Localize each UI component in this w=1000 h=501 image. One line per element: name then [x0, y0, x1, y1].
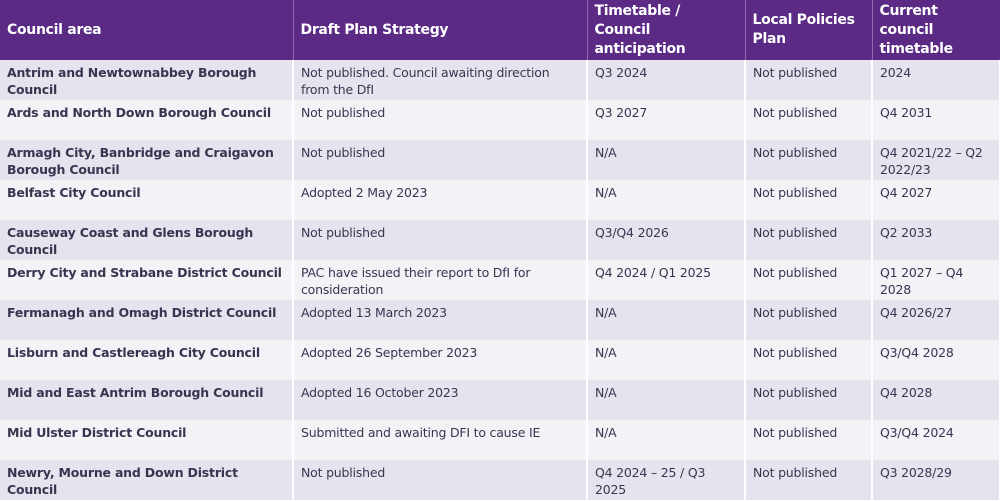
table-cell: Q4 2026/27	[872, 300, 1000, 340]
table-row: Lisburn and Castlereagh City Council Adop…	[0, 340, 1000, 380]
table-body: Antrim and Newtownabbey Borough Council N…	[0, 60, 1000, 500]
table-cell: Submitted and awaiting DFI to cause IE	[293, 420, 588, 460]
table-row: Belfast City Council Adopted 2 May 2023 N/…	[0, 180, 1000, 220]
table-cell: Adopted 26 September 2023	[293, 340, 588, 380]
table-cell: Q1 2027 – Q4 2028	[872, 260, 1000, 300]
table-cell: Mid Ulster District Council	[0, 420, 294, 460]
table-cell: Armagh City, Banbridge and Craigavon Bor…	[0, 140, 294, 180]
table-cell: N/A	[587, 300, 746, 340]
header-row: Council area Draft Plan Strategy Timetable…	[0, 0, 1000, 60]
table-row: Causeway Coast and Glens Borough Council…	[0, 220, 1000, 260]
table-cell: Q3 2027	[587, 100, 746, 140]
table-cell: Not published	[745, 380, 873, 420]
table-row: Armagh City, Banbridge and Craigavon Bor…	[0, 140, 1000, 180]
table-cell: Adopted 2 May 2023	[293, 180, 588, 220]
table-cell: Q4 2031	[872, 100, 1000, 140]
table-cell: Q4 2028	[872, 380, 1000, 420]
table-cell: Not published	[745, 460, 873, 500]
table-cell: Q3 2028/29	[872, 460, 1000, 500]
header-cell: Current council timetable	[872, 0, 1000, 60]
table-row: Antrim and Newtownabbey Borough Council N…	[0, 60, 1000, 100]
table-cell: Newry, Mourne and Down District Council	[0, 460, 294, 500]
table-cell: Not published	[745, 420, 873, 460]
table-cell: Not published	[293, 100, 588, 140]
table-row: Derry City and Strabane District Council…	[0, 260, 1000, 300]
table-cell: Causeway Coast and Glens Borough Council	[0, 220, 294, 260]
table-cell: Not published	[745, 260, 873, 300]
table-cell: Not published	[745, 60, 873, 100]
table-cell: Q3/Q4 2024	[872, 420, 1000, 460]
table-row: Newry, Mourne and Down District Council N…	[0, 460, 1000, 500]
table-cell: Mid and East Antrim Borough Council	[0, 380, 294, 420]
table-cell: N/A	[587, 420, 746, 460]
header-cell: Draft Plan Strategy	[293, 0, 588, 60]
table-cell: Antrim and Newtownabbey Borough Council	[0, 60, 294, 100]
table-cell: N/A	[587, 140, 746, 180]
table-cell: Q3/Q4 2026	[587, 220, 746, 260]
table-cell: Not published	[745, 140, 873, 180]
table-cell: Q4 2021/22 – Q2 2022/23	[872, 140, 1000, 180]
table-cell: Not published. Council awaiting directio…	[293, 60, 588, 100]
table-cell: Not published	[293, 140, 588, 180]
table-cell: Not published	[745, 220, 873, 260]
table-cell: Belfast City Council	[0, 180, 294, 220]
table-cell: Q3/Q4 2028	[872, 340, 1000, 380]
table-cell: Not published	[745, 340, 873, 380]
table-cell: Lisburn and Castlereagh City Council	[0, 340, 294, 380]
table-cell: Not published	[745, 300, 873, 340]
table-cell: Fermanagh and Omagh District Council	[0, 300, 294, 340]
table-cell: Not published	[293, 460, 588, 500]
table-cell: Not published	[745, 180, 873, 220]
header-cell: Council area	[0, 0, 294, 60]
table-row: Ards and North Down Borough Council Not p…	[0, 100, 1000, 140]
header-cell: Timetable / Council anticipation	[587, 0, 746, 60]
table-cell: Q4 2024 / Q1 2025	[587, 260, 746, 300]
table-cell: Adopted 13 March 2023	[293, 300, 588, 340]
table-cell: PAC have issued their report to DfI for …	[293, 260, 588, 300]
table-cell: Adopted 16 October 2023	[293, 380, 588, 420]
table-cell: N/A	[587, 180, 746, 220]
table-cell: N/A	[587, 340, 746, 380]
table-cell: Not published	[293, 220, 588, 260]
table-row: Mid and East Antrim Borough Council Adopt…	[0, 380, 1000, 420]
table-cell: Q4 2027	[872, 180, 1000, 220]
table-cell: Not published	[745, 100, 873, 140]
table-cell: N/A	[587, 380, 746, 420]
header-cell: Local Policies Plan	[745, 0, 873, 60]
table-cell: Ards and North Down Borough Council	[0, 100, 294, 140]
table-row: Fermanagh and Omagh District Council Adop…	[0, 300, 1000, 340]
table-row: Mid Ulster District Council Submitted and…	[0, 420, 1000, 460]
table-cell: Q3 2024	[587, 60, 746, 100]
table-cell: 2024	[872, 60, 1000, 100]
table-cell: Q4 2024 – 25 / Q3 2025	[587, 460, 746, 500]
table-cell: Q2 2033	[872, 220, 1000, 260]
table-cell: Derry City and Strabane District Council	[0, 260, 294, 300]
